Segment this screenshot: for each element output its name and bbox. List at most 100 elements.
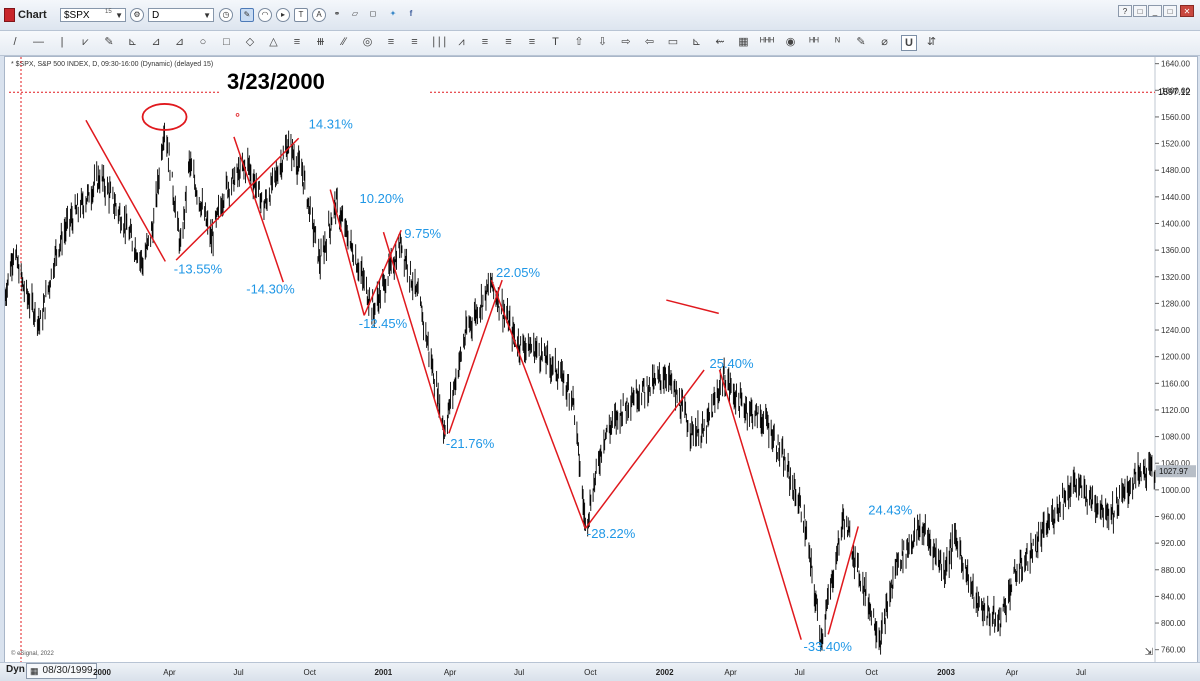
- drawing-tool-25[interactable]: ⇩: [597, 36, 608, 48]
- drawing-tool-15[interactable]: ◎: [362, 36, 373, 48]
- drawing-tool-32[interactable]: ᴴᴴᴴ: [760, 36, 775, 48]
- peak-ellipse[interactable]: [141, 103, 188, 131]
- alert-icon[interactable]: A: [312, 8, 326, 22]
- link-icon[interactable]: ⚭: [333, 9, 341, 18]
- play-icon[interactable]: ▸: [276, 8, 290, 22]
- x-tick-label: Jul: [233, 668, 243, 677]
- y-tick-label: 960.00: [1161, 512, 1186, 521]
- drawing-toolbar: / — | ⩗ ✎ ⊾ ⊿ ⊿ ○ □ ◇ △ ≡ ⧻ ∕∕ ◎ ≡ ≡ ∣∣∣ ⩘ ≡ ≡ ≡ T ⇧ ⇩ ⇨ ⇦ ▭ ⊾ ⇜ ▦ ᴴᴴᴴ ◉ ᴴ…: [0, 31, 1200, 56]
- drawing-tool-36[interactable]: ✎: [856, 36, 866, 48]
- text-box-icon[interactable]: T: [294, 8, 308, 22]
- drawing-tool-39[interactable]: ⇵: [926, 36, 937, 48]
- drawing-tool-21[interactable]: ≡: [505, 36, 512, 48]
- interval-dropdown-icon[interactable]: ▼: [203, 11, 211, 20]
- drawing-tool-18[interactable]: ∣∣∣: [431, 36, 448, 48]
- drawing-tool-19[interactable]: ⩘: [458, 36, 465, 48]
- x-tick-label: 2001: [374, 668, 392, 677]
- comment-icon[interactable]: ◻: [369, 9, 377, 18]
- small-marker: [235, 113, 240, 117]
- drawing-tool-38[interactable]: U: [901, 35, 917, 51]
- x-tick-label: Apr: [1006, 668, 1019, 677]
- y-tick-label: 880.00: [1161, 566, 1186, 575]
- drawing-tool-17[interactable]: ≡: [411, 36, 418, 48]
- swing-line[interactable]: [329, 189, 365, 316]
- facebook-icon[interactable]: f: [409, 9, 413, 18]
- drawing-tool-23[interactable]: T: [552, 36, 559, 48]
- drawing-tool-24[interactable]: ⇧: [574, 36, 584, 48]
- y-tick-label: 1000.00: [1161, 486, 1190, 495]
- drawing-tool-13[interactable]: ⧻: [315, 36, 326, 48]
- drawing-tool-33[interactable]: ◉: [785, 36, 796, 48]
- drawing-tool-26[interactable]: ⇨: [621, 36, 631, 48]
- restore-inner-button[interactable]: □: [1133, 5, 1147, 17]
- y-tick-label: 1320.00: [1161, 273, 1190, 282]
- drawing-tool-10[interactable]: ◇: [245, 36, 255, 48]
- clock-icon[interactable]: ◷: [219, 8, 233, 22]
- y-tick-label: 1080.00: [1161, 433, 1190, 442]
- drawing-tool-9[interactable]: □: [223, 36, 230, 48]
- symbol-value: $SPX: [64, 10, 90, 21]
- swing-line[interactable]: [233, 136, 284, 283]
- expand-icon[interactable]: ⇲: [1144, 647, 1153, 658]
- swing-line[interactable]: [382, 231, 446, 435]
- drawing-tool-28[interactable]: ▭: [667, 36, 679, 48]
- price-chart[interactable]: 1640.00 1600.00 1560.00 1520.00 1480.00 1440.…: [5, 57, 1197, 663]
- symbol-dropdown-icon[interactable]: ▼: [115, 11, 123, 20]
- drawing-tool-0[interactable]: /: [13, 36, 17, 48]
- swing-line[interactable]: [85, 119, 166, 262]
- maximize-button[interactable]: □: [1163, 5, 1177, 17]
- swing-line[interactable]: [584, 369, 705, 529]
- drawing-tool-22[interactable]: ≡: [528, 36, 536, 48]
- drawing-tool-37[interactable]: ⌀: [881, 36, 888, 48]
- x-tick-label: Oct: [304, 668, 317, 677]
- swing-line[interactable]: [363, 229, 402, 316]
- y-tick-label: 1360.00: [1161, 246, 1190, 255]
- minimize-button[interactable]: _: [1148, 5, 1162, 17]
- drawing-tool-16[interactable]: ≡: [387, 36, 395, 48]
- swing-percent-label: -21.76%: [446, 436, 495, 451]
- swing-line[interactable]: [448, 279, 503, 434]
- link-settings-icon[interactable]: ⚙: [130, 8, 144, 22]
- y-tick-label: 1600.00: [1161, 86, 1190, 95]
- y-tick-label: 1520.00: [1161, 140, 1190, 149]
- drawing-tool-8[interactable]: ○: [199, 36, 207, 48]
- symbol-input[interactable]: $SPX 15 ▼: [60, 8, 126, 22]
- close-button[interactable]: ✕: [1180, 5, 1194, 17]
- interval-input[interactable]: D ▼: [148, 8, 214, 22]
- swing-line[interactable]: [175, 137, 300, 261]
- annotation-date: 3/23/2000: [227, 69, 325, 94]
- drawing-tool-7[interactable]: ⊿: [174, 36, 185, 48]
- window-titlebar: Chart $SPX 15 ▼ ⚙ D ▼ ◷ ✎ ◠ ▸ T A ⚭ ▱ ◻ …: [0, 0, 1200, 31]
- drawing-tool-31[interactable]: ▦: [738, 36, 749, 48]
- swing-line[interactable]: [827, 526, 859, 635]
- drawing-tool-3[interactable]: ⩗: [82, 36, 89, 48]
- drawing-tool-11[interactable]: △: [269, 36, 278, 48]
- x-tick-label: 2002: [656, 668, 674, 677]
- drawing-tool-30[interactable]: ⇜: [715, 36, 725, 48]
- drawing-tool-35[interactable]: ᴺ: [835, 36, 840, 48]
- drawing-tool-6[interactable]: ⊿: [151, 36, 161, 48]
- status-bar: Dyn ▦ 08/30/1999 2000 Apr Jul Oct 2001 Apr Jul…: [0, 662, 1200, 681]
- ruler-icon[interactable]: ▱: [351, 9, 359, 18]
- drawing-tool-14[interactable]: ∕∕: [342, 36, 346, 48]
- draw-pencil-icon[interactable]: ✎: [240, 8, 254, 22]
- swing-line[interactable]: [666, 299, 719, 315]
- swing-percent-label: -12.45%: [359, 316, 408, 331]
- gauge-icon[interactable]: ◠: [258, 8, 272, 22]
- chart-title: Chart: [4, 7, 47, 23]
- help-button[interactable]: ?: [1118, 5, 1132, 17]
- drawing-tool-5[interactable]: ⊾: [127, 36, 138, 48]
- drawing-tool-29[interactable]: ⊾: [691, 36, 702, 48]
- drawing-tool-27[interactable]: ⇦: [644, 36, 655, 48]
- drawing-tool-20[interactable]: ≡: [481, 36, 489, 48]
- drawing-tool-12[interactable]: ≡: [293, 36, 301, 48]
- twitter-icon[interactable]: ✦: [389, 9, 397, 18]
- drawing-tool-2[interactable]: |: [60, 36, 64, 48]
- y-tick-label: 1200.00: [1161, 353, 1190, 362]
- x-axis: 2000 Apr Jul Oct 2001 Apr Jul Oct 2002 Apr Jul Oct 2…: [93, 668, 1086, 677]
- swing-line[interactable]: [490, 279, 587, 529]
- drawing-tool-1[interactable]: —: [33, 36, 44, 48]
- drawing-tool-4[interactable]: ✎: [104, 36, 114, 48]
- swing-line[interactable]: [718, 369, 802, 640]
- drawing-tool-34[interactable]: ᴴᴴ: [809, 36, 819, 48]
